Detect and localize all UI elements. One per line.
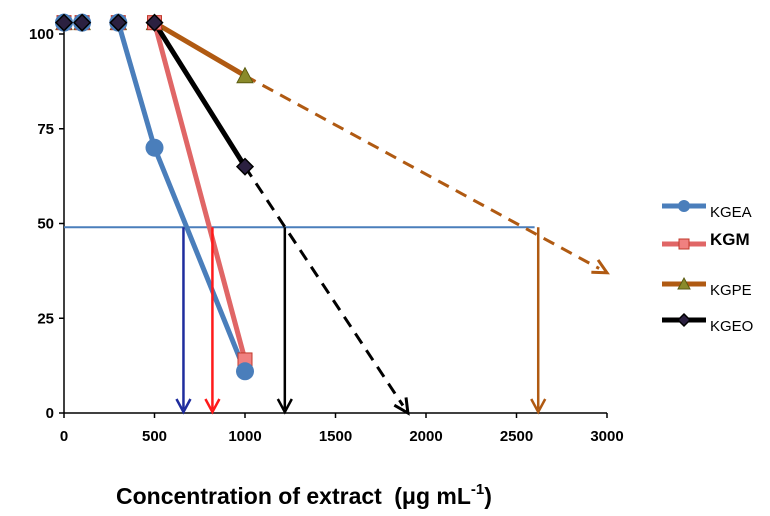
x-axis-unit-mu: μ	[402, 483, 416, 509]
y-tick-label: 0	[46, 405, 54, 422]
series-line-layer	[115, 20, 248, 374]
data-point-kgeo	[235, 157, 255, 176]
data-point-kgeo	[145, 13, 164, 32]
legend-label-kgm: KGM	[710, 230, 750, 249]
legend-marker-kgea	[678, 200, 690, 212]
series-line-kgeo	[152, 20, 248, 170]
extrapolation-arrowhead	[591, 259, 610, 275]
data-point-kgea	[236, 362, 254, 381]
series-line-kgpe	[152, 20, 248, 79]
x-tick-label: 500	[142, 428, 167, 445]
data-point-kgeo	[109, 13, 128, 32]
extrapolation-line-kgeo	[243, 165, 405, 407]
y-tick-label: 25	[37, 310, 54, 327]
drop-arrowhead	[530, 398, 547, 415]
legend-marker-kgpe	[677, 276, 691, 290]
extrapolation-layer	[243, 74, 610, 416]
x-axis-title-main: Concentration of extract	[116, 483, 382, 509]
marker-layer	[54, 13, 255, 381]
series-line-kgea	[115, 20, 248, 374]
extrapolation-line-kgpe	[244, 74, 600, 270]
drop-arrow-layer	[175, 227, 547, 415]
x-axis-unit-exp: -1	[471, 481, 484, 498]
legend-marker-kgeo	[676, 312, 692, 328]
legend-label-kgpe: KGPE	[710, 282, 752, 299]
data-point-kgeo	[73, 13, 92, 32]
legend-label-kgeo: KGEO	[710, 318, 753, 335]
axes	[63, 24, 607, 414]
legend-marker-kgm	[678, 238, 690, 250]
x-tick-label: 1500	[319, 428, 352, 445]
x-axis-unit-open: (	[394, 483, 402, 509]
data-point-kgpe	[236, 66, 254, 84]
data-point-kgeo	[54, 13, 74, 32]
x-tick-label: 2500	[500, 428, 533, 445]
y-tick-label: 75	[37, 121, 54, 138]
x-axis-title: Concentration of extract (μg mL-1)	[116, 481, 492, 509]
x-axis-unit-g: g mL	[416, 483, 471, 509]
legend: KGEA KGM KGPE KGEO	[662, 200, 753, 335]
y-tick-label: 50	[37, 216, 54, 233]
drop-arrowhead	[175, 398, 192, 415]
extrapolation-arrowhead	[393, 397, 410, 416]
series-line-kgm	[152, 20, 248, 363]
x-axis-unit-close: )	[484, 483, 492, 509]
x-tick-label: 1000	[228, 428, 261, 445]
x-tick-label: 3000	[590, 428, 623, 445]
x-tick-label: 0	[60, 428, 68, 445]
legend-label-kgea: KGEA	[710, 204, 752, 221]
x-tick-label: 2000	[409, 428, 442, 445]
drop-arrowhead	[204, 398, 221, 415]
y-tick-label: 100	[29, 26, 54, 43]
drop-arrowhead	[276, 398, 293, 415]
data-point-kgea	[145, 138, 164, 157]
